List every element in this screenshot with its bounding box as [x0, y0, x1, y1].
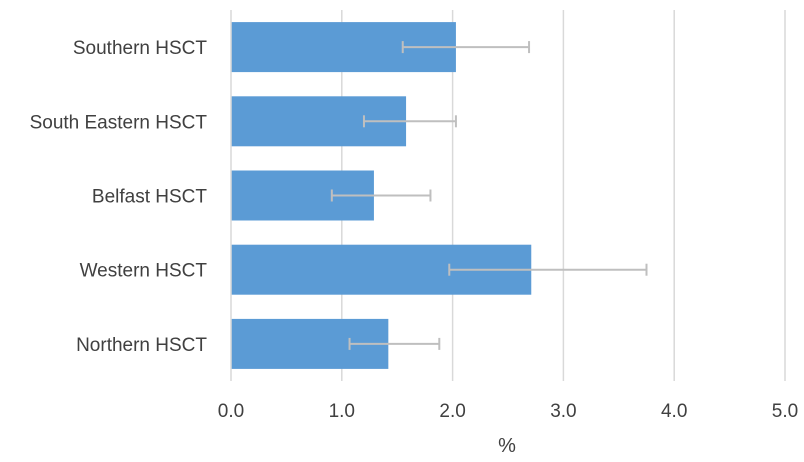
- error-bars: [330, 41, 648, 350]
- x-tick-label: 2.0: [439, 401, 465, 422]
- labels: 0.0 1.0 2.0 3.0 4.0 5.0 Southern HSCT South Eas…: [30, 38, 799, 422]
- category-label: Southern HSCT: [73, 38, 208, 59]
- x-tick-label: 3.0: [550, 401, 576, 422]
- x-tick-label: 5.0: [772, 401, 798, 422]
- category-label: Western HSCT: [80, 261, 208, 282]
- category-label: South Eastern HSCT: [30, 112, 208, 133]
- category-label: Belfast HSCT: [92, 187, 207, 208]
- x-tick-label: 1.0: [329, 401, 355, 422]
- x-tick-label: 0.0: [218, 401, 244, 422]
- category-label: Northern HSCT: [76, 335, 207, 356]
- x-axis-title: %: [498, 435, 516, 457]
- x-tick-label: 4.0: [661, 401, 687, 422]
